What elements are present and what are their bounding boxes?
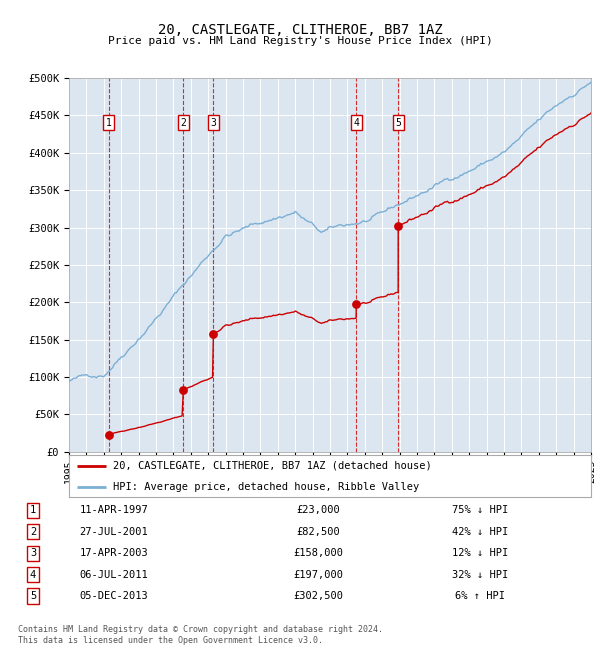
Text: 4: 4: [30, 569, 36, 580]
Text: £23,000: £23,000: [296, 505, 340, 515]
Text: 11-APR-1997: 11-APR-1997: [80, 505, 148, 515]
Text: 17-APR-2003: 17-APR-2003: [80, 548, 148, 558]
Point: [104, 430, 113, 440]
Text: Contains HM Land Registry data © Crown copyright and database right 2024.
This d: Contains HM Land Registry data © Crown c…: [18, 625, 383, 645]
Text: 05-DEC-2013: 05-DEC-2013: [80, 591, 148, 601]
Text: HPI: Average price, detached house, Ribble Valley: HPI: Average price, detached house, Ribb…: [113, 482, 419, 491]
Text: £197,000: £197,000: [293, 569, 343, 580]
Text: 75% ↓ HPI: 75% ↓ HPI: [452, 505, 508, 515]
Text: 3: 3: [211, 118, 217, 128]
Point: [209, 328, 218, 339]
Text: 5: 5: [30, 591, 36, 601]
Text: 42% ↓ HPI: 42% ↓ HPI: [452, 526, 508, 537]
Text: Price paid vs. HM Land Registry's House Price Index (HPI): Price paid vs. HM Land Registry's House …: [107, 36, 493, 46]
Text: 27-JUL-2001: 27-JUL-2001: [80, 526, 148, 537]
Text: 20, CASTLEGATE, CLITHEROE, BB7 1AZ (detached house): 20, CASTLEGATE, CLITHEROE, BB7 1AZ (deta…: [113, 461, 432, 471]
Text: 32% ↓ HPI: 32% ↓ HPI: [452, 569, 508, 580]
Point: [352, 299, 361, 309]
Text: £82,500: £82,500: [296, 526, 340, 537]
Text: £158,000: £158,000: [293, 548, 343, 558]
Point: [179, 385, 188, 395]
Text: 2: 2: [181, 118, 186, 128]
Point: [394, 220, 403, 231]
Text: 12% ↓ HPI: 12% ↓ HPI: [452, 548, 508, 558]
Text: 1: 1: [106, 118, 112, 128]
Text: £302,500: £302,500: [293, 591, 343, 601]
Text: 4: 4: [353, 118, 359, 128]
Text: 1: 1: [30, 505, 36, 515]
Text: 5: 5: [395, 118, 401, 128]
Text: 3: 3: [30, 548, 36, 558]
Text: 20, CASTLEGATE, CLITHEROE, BB7 1AZ: 20, CASTLEGATE, CLITHEROE, BB7 1AZ: [158, 23, 442, 37]
Text: 06-JUL-2011: 06-JUL-2011: [80, 569, 148, 580]
Text: 6% ↑ HPI: 6% ↑ HPI: [455, 591, 505, 601]
Text: 2: 2: [30, 526, 36, 537]
